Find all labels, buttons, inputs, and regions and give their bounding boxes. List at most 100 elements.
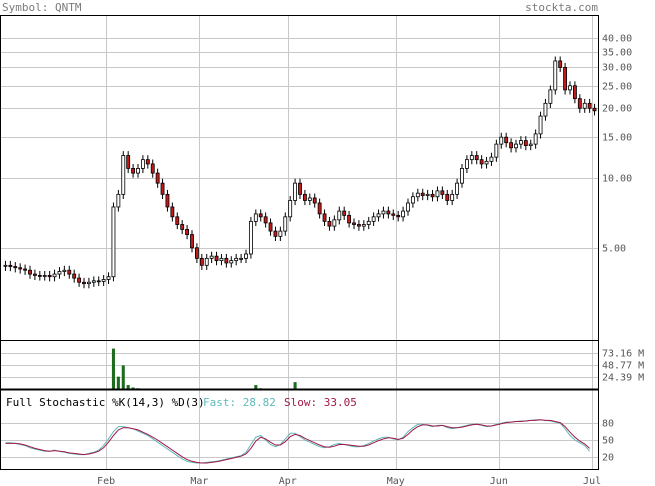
candle	[347, 210, 352, 228]
volume-tick-label: 48.77 M	[602, 361, 644, 372]
candle	[396, 210, 401, 222]
candle-body-up	[234, 257, 239, 262]
candle-body-up	[533, 133, 538, 145]
candle	[86, 277, 91, 289]
candle	[366, 216, 371, 230]
candle-body-up	[401, 210, 406, 218]
candle-body-down	[396, 214, 401, 218]
candle	[592, 103, 597, 116]
candle	[214, 251, 219, 266]
candle	[67, 265, 72, 279]
candle-body-up	[415, 192, 420, 198]
candle-body-up	[288, 200, 293, 218]
candle-body-up	[248, 220, 253, 255]
candle-body-down	[32, 273, 37, 276]
candle	[523, 136, 528, 151]
candle	[37, 270, 42, 281]
candle	[332, 215, 337, 231]
date-tick-label: Jun	[490, 476, 508, 486]
candle	[219, 253, 224, 266]
candle-body-down	[258, 213, 263, 218]
candle	[229, 256, 234, 268]
candle	[538, 111, 543, 139]
candle	[145, 155, 150, 169]
candle	[440, 186, 445, 199]
candle-body-down	[23, 268, 28, 271]
candle-body-down	[8, 264, 13, 267]
candle-body-up	[371, 216, 376, 222]
volume-bar	[131, 387, 135, 389]
candle	[190, 230, 194, 253]
candle	[460, 163, 464, 188]
candle-body-down	[82, 281, 86, 285]
candle-body-down	[194, 247, 199, 259]
price-tick-label: 25.00	[602, 82, 632, 93]
source-label: stockta.com	[525, 1, 598, 14]
candle	[126, 151, 131, 174]
candle-body-up	[553, 60, 558, 91]
candle-body-down	[420, 192, 425, 196]
candle-body-down	[67, 269, 72, 275]
candle	[160, 178, 165, 199]
candle	[582, 98, 587, 113]
candle	[268, 218, 273, 236]
candle-body-down	[558, 60, 563, 68]
stochastic-tick-label: 80	[602, 419, 614, 430]
date-tick-label: Feb	[97, 476, 115, 486]
candle	[322, 209, 327, 226]
candle	[474, 151, 479, 165]
candle	[391, 209, 396, 220]
candle-body-down	[509, 142, 514, 149]
volume-axis-labels: 73.16 M48.77 M24.39 M	[602, 349, 644, 384]
volume-bars	[111, 348, 307, 389]
candle-body-up	[111, 206, 116, 278]
candle-body-up	[307, 197, 312, 201]
candle	[543, 98, 548, 121]
date-tick-label: May	[387, 476, 405, 486]
candle	[371, 212, 376, 226]
candle	[499, 132, 504, 149]
symbol-label: Symbol: QNTM	[2, 1, 82, 14]
candle-body-up	[239, 257, 244, 260]
date-tick-label: Jul	[583, 476, 601, 486]
candle-body-down	[165, 193, 170, 208]
candle	[204, 253, 209, 270]
candle	[28, 265, 32, 279]
candle	[253, 209, 258, 226]
candle-body-down	[587, 102, 592, 109]
date-tick-label: Mar	[190, 476, 208, 486]
candle-body-up	[518, 140, 523, 145]
volume-bar	[121, 365, 125, 389]
candle-body-up	[283, 216, 288, 232]
candle	[356, 220, 361, 231]
candle-body-down	[504, 136, 509, 144]
candle	[298, 178, 302, 199]
candle-body-up	[499, 136, 504, 145]
candle-body-up	[450, 193, 455, 201]
candle-body-up	[121, 155, 126, 195]
candle-body-down	[342, 210, 347, 216]
candle-body-up	[568, 85, 572, 91]
date-tick-label: Apr	[279, 476, 297, 486]
candle-body-up	[136, 168, 140, 174]
candle-body-down	[77, 277, 82, 283]
volume-bar	[111, 348, 115, 389]
candle-body-down	[322, 213, 327, 222]
candle	[514, 139, 518, 153]
candle-body-down	[479, 159, 484, 165]
candle-body-up	[3, 264, 8, 267]
candle	[111, 202, 116, 282]
candle-body-down	[28, 269, 32, 275]
candle	[248, 216, 253, 259]
candlesticks	[3, 56, 597, 289]
candle	[273, 226, 278, 241]
candle	[244, 249, 248, 264]
candle	[293, 178, 298, 206]
candle	[337, 206, 342, 225]
candle	[263, 212, 268, 228]
candle-body-down	[131, 168, 136, 174]
candle	[420, 188, 425, 201]
candle-body-down	[386, 210, 391, 215]
candle	[548, 85, 553, 108]
candle	[116, 189, 121, 212]
